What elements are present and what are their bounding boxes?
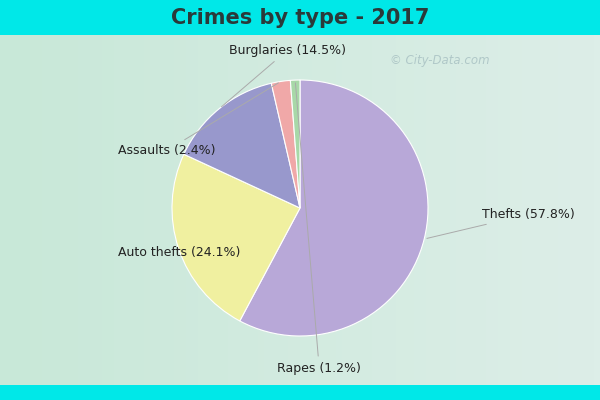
Text: © City-Data.com: © City-Data.com — [390, 54, 490, 67]
Text: Assaults (2.4%): Assaults (2.4%) — [118, 83, 278, 157]
Text: Burglaries (14.5%): Burglaries (14.5%) — [221, 44, 346, 107]
Text: Thefts (57.8%): Thefts (57.8%) — [427, 208, 575, 238]
Wedge shape — [184, 83, 300, 208]
Wedge shape — [172, 154, 300, 321]
Wedge shape — [290, 80, 300, 208]
Text: Rapes (1.2%): Rapes (1.2%) — [277, 83, 361, 374]
Text: Auto thefts (24.1%): Auto thefts (24.1%) — [118, 246, 241, 259]
Wedge shape — [271, 80, 300, 208]
Text: Crimes by type - 2017: Crimes by type - 2017 — [171, 8, 429, 28]
Wedge shape — [240, 80, 428, 336]
